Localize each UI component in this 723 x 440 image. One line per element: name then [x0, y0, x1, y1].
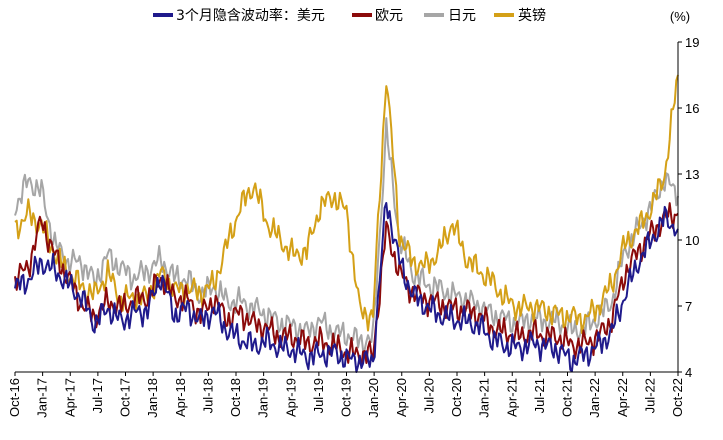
x-tick-label: Oct-22: [670, 378, 685, 417]
legend-label-2: 日元: [448, 8, 476, 24]
x-tick-label: Jan-21: [477, 378, 492, 418]
y-tick-label: 10: [685, 233, 699, 248]
legend-label-3: 英镑: [518, 7, 546, 24]
x-tick-label: Jul-22: [642, 378, 657, 413]
x-tick-label: Apr-22: [615, 378, 630, 417]
x-tick-label: Oct-19: [339, 378, 354, 417]
x-tick-label: Jul-20: [421, 378, 436, 413]
plot-lines: [14, 74, 679, 373]
x-tick-label: Apr-17: [62, 378, 77, 417]
x-tick-label: Apr-19: [283, 378, 298, 417]
y-tick-label: 19: [685, 35, 699, 50]
legend: 3个月隐含波动率：美元 欧元 日元 英镑: [153, 7, 546, 24]
y-tick-label: 16: [685, 101, 699, 116]
x-tick-label: Oct-16: [7, 378, 22, 417]
series-line-0: [14, 202, 679, 373]
series-line-2: [14, 117, 679, 352]
x-tick-label: Apr-18: [173, 378, 188, 417]
y-tick-label: 13: [685, 167, 699, 182]
legend-label-1: 欧元: [375, 8, 403, 24]
x-tick-label: Oct-21: [560, 378, 575, 417]
x-tick-label: Jan-18: [145, 378, 160, 418]
x-tick-label: Jan-19: [256, 378, 271, 418]
x-tick-label: Oct-17: [118, 378, 133, 417]
x-tick-label: Jan-20: [366, 378, 381, 418]
y-tick-label: 7: [685, 299, 692, 314]
x-tick-label: Oct-18: [228, 378, 243, 417]
axes: 4 7 10 13 16 19 Oct-16 Jan-17 Apr-17 Jul-17 Oct-17…: [7, 35, 699, 418]
x-tick-label: Jan-22: [587, 378, 602, 418]
series-line-3: [14, 74, 679, 334]
x-tick-label: Apr-21: [504, 378, 519, 417]
legend-label-0: 3个月隐含波动率：美元: [176, 7, 325, 24]
unit-label: (%): [670, 9, 690, 24]
x-tick-label: Jul-21: [532, 378, 547, 413]
y-tick-label: 4: [685, 365, 692, 380]
x-tick-label: Jul-18: [200, 378, 215, 413]
x-tick-label: Jul-19: [311, 378, 326, 413]
x-tick-label: Oct-20: [449, 378, 464, 417]
x-tick-label: Jul-17: [90, 378, 105, 413]
x-tick-label: Apr-20: [394, 378, 409, 417]
x-tick-label: Jan-17: [35, 378, 50, 418]
